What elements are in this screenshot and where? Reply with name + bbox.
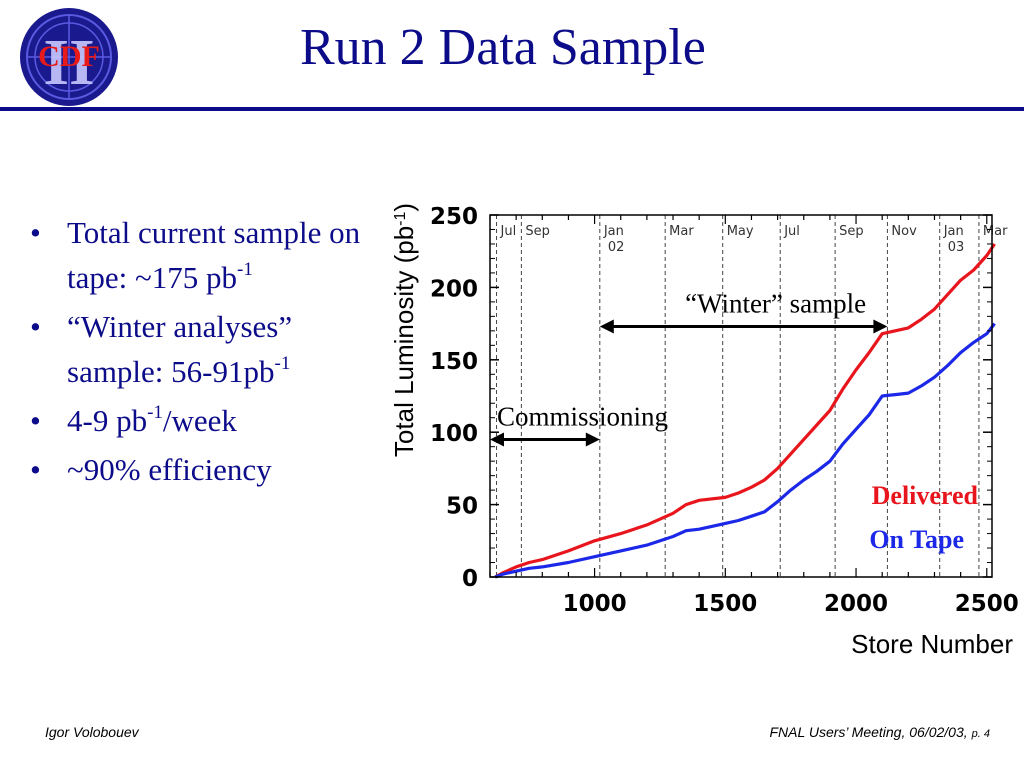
month-label: Sep <box>525 224 550 239</box>
footer-meeting: FNAL Users’ Meeting, 06/02/03, p. 4 <box>769 724 990 740</box>
bullet-item: • “Winter analyses” sample: 56-91pb-1 <box>30 309 293 389</box>
y-axis-label: Total Luminosity (pb-1) <box>389 203 419 457</box>
x-tick-label: 2000 <box>824 591 888 617</box>
month-label: Mar <box>983 224 1008 239</box>
svg-text:II: II <box>43 26 94 99</box>
on-tape-series-line <box>494 322 996 579</box>
plot-frame <box>489 214 993 578</box>
x-tick-label: 2500 <box>955 591 1019 617</box>
month-label: Jul <box>783 224 800 239</box>
legend-on-tape: On Tape <box>869 525 964 554</box>
annotation-arrow-head-left <box>490 432 504 447</box>
bullet-item: • Total current sample on tape: ~175 pb-1 <box>30 215 361 295</box>
month-label: Nov <box>891 224 917 239</box>
y-tick-label: 100 <box>430 421 478 447</box>
bullet-list: • Total current sample on tape: ~175 pb-1… <box>30 210 370 496</box>
footer-author: Igor Volobouev <box>45 724 139 740</box>
winter-sample-label: “Winter” sample <box>685 288 866 318</box>
bullet-item: • 4-9 pb-1/week <box>30 402 237 438</box>
svg-text:CDF: CDF <box>38 40 100 73</box>
month-label: Jan <box>943 224 964 239</box>
slide-title: Run 2 Data Sample <box>300 19 706 76</box>
month-label: Mar <box>669 224 694 239</box>
series-lines <box>494 243 996 579</box>
y-tick-label: 150 <box>430 349 478 375</box>
month-label: Sep <box>839 224 864 239</box>
chart-axes: 0 50 100 150 200 250 1000 1500 2000 2500 <box>430 204 1019 617</box>
x-tick-label: 1000 <box>563 591 627 617</box>
cdf-ii-logo-icon: II CDF <box>20 8 118 106</box>
month-year-label: 03 <box>948 240 965 255</box>
annotation-arrow-head-right <box>585 432 600 447</box>
chart-annotations: Commissioning “Winter” sample <box>490 288 888 447</box>
y-tick-label: 0 <box>462 566 478 592</box>
month-label: May <box>727 224 754 239</box>
y-tick-label: 250 <box>430 204 478 230</box>
y-tick-label: 50 <box>446 494 478 520</box>
legend-delivered: Delivered <box>872 481 979 510</box>
bullet-item: • ~90% efficiency <box>30 452 272 487</box>
commissioning-label: Commissioning <box>497 401 668 431</box>
page-number: p. 4 <box>971 728 990 740</box>
month-label: Jul <box>500 224 517 239</box>
y-tick-label: 200 <box>430 276 478 302</box>
title-divider <box>0 107 1024 111</box>
month-year-label: 02 <box>608 240 625 255</box>
delivered-series-line <box>494 243 996 579</box>
annotation-arrow-head-left <box>599 319 614 334</box>
annotation-arrow-head-right <box>873 319 888 334</box>
month-label: Jan <box>603 224 624 239</box>
x-axis-label: Store Number <box>851 629 1013 659</box>
x-tick-label: 1500 <box>693 591 757 617</box>
cdf-ii-logo: II CDF <box>18 6 120 108</box>
